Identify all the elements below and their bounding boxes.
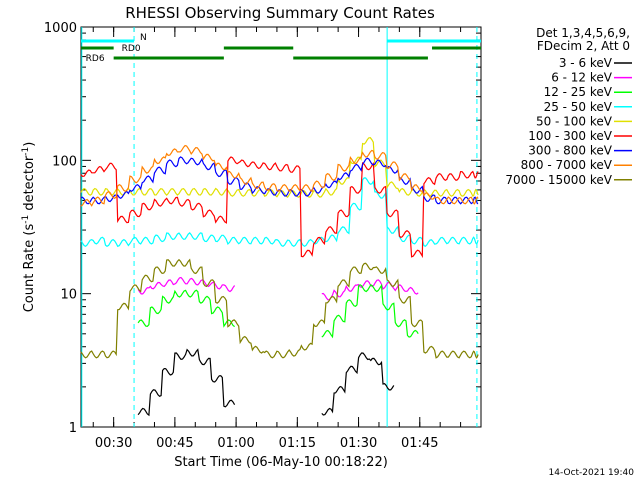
flag-label-rd0: RD0: [122, 44, 141, 54]
series-line-8: [80, 258, 479, 359]
x-tick-label: 01:45: [401, 436, 438, 451]
series-line-1: [137, 276, 236, 295]
legend-entry-label: 100 - 300 keV: [528, 129, 612, 143]
x-tick-label: 00:45: [156, 436, 193, 451]
x-tick-label: 01:00: [217, 436, 254, 451]
series-line-5: [80, 156, 479, 259]
legend: Det 1,3,4,5,6,9,FDecim 2, Att 0 3 - 6 keV…: [505, 26, 632, 187]
footer-timestamp: 14-Oct-2021 19:40: [549, 468, 635, 478]
x-tick-label: 01:30: [340, 436, 377, 451]
series-line-0: [321, 352, 395, 416]
y-tick-labels: 1 10 100 1000: [44, 21, 77, 436]
x-axis-label: Start Time (06-May-10 00:18:22): [174, 455, 388, 470]
y-axis-label-main: Count Rate (s: [22, 224, 37, 313]
x-tick-labels: 00:30 00:45 01:00 01:15 01:30 01:45: [95, 436, 439, 451]
legend-entry-label: 12 - 25 keV: [544, 85, 613, 99]
series-line-3: [80, 177, 479, 248]
vertical-markers: [81, 27, 478, 427]
y-tick-label: 1: [69, 421, 77, 436]
series-lines: [80, 137, 479, 417]
legend-entry-label: 300 - 800 keV: [528, 144, 612, 158]
legend-entry-label: 800 - 7000 keV: [521, 158, 613, 172]
x-tick-label: 01:15: [279, 436, 316, 451]
flag-label-rd6: RD6: [86, 54, 105, 64]
axis-ticks: [81, 26, 482, 428]
y-tick-label: 1000: [44, 21, 77, 36]
series-line-2: [321, 283, 419, 339]
legend-entry-label: 3 - 6 keV: [559, 56, 613, 70]
y-axis-label-mid: detector: [22, 155, 37, 215]
series-line-6: [80, 156, 479, 205]
series-line-2: [137, 289, 235, 328]
y-axis-label-sup2: -1: [21, 147, 31, 156]
legend-header-line: FDecim 2, Att 0: [537, 39, 630, 53]
y-axis-label: Count Rate (s-1 detector-1): [21, 142, 37, 313]
plot-frame: [80, 26, 482, 428]
y-tick-label: 100: [52, 154, 77, 169]
legend-header-line: Det 1,3,4,5,6,9,: [536, 26, 630, 40]
series-line-0: [137, 348, 236, 417]
legend-entry-label: 6 - 12 keV: [551, 71, 613, 85]
legend-entry-label: 7000 - 15000 keV: [505, 173, 612, 187]
legend-entry-label: 25 - 50 keV: [544, 100, 613, 114]
y-axis-label-sup1: -1: [21, 215, 31, 224]
legend-entry-label: 50 - 100 keV: [536, 114, 613, 128]
y-axis-label-end: ): [22, 142, 37, 147]
x-tick-label: 00:30: [95, 436, 132, 451]
flag-label-n: N: [140, 33, 147, 43]
series-line-1: [321, 279, 419, 301]
chart-title: RHESSI Observing Summary Count Rates: [125, 4, 435, 22]
series-line-7: [80, 144, 479, 207]
y-tick-label: 10: [60, 288, 77, 303]
